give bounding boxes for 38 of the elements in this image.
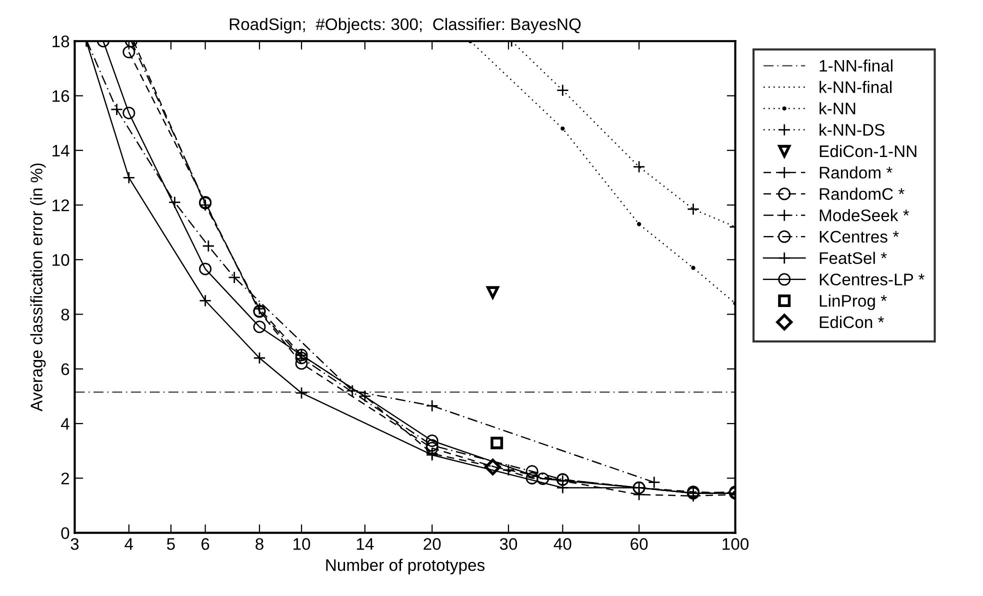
- y-tick-label: 0: [61, 527, 70, 540]
- x-tick-label: 10: [294, 538, 310, 550]
- legend-label: EdiCon-1-NN: [820, 144, 916, 158]
- x-tick-label: 30: [500, 538, 518, 550]
- x-tick-label: 3: [70, 538, 79, 550]
- legend-label: KCentres *: [820, 230, 899, 243]
- y-tick-label: 18: [52, 36, 70, 48]
- chart-title: RoadSign; #Objects: 300; Classifier: BayesNQ: [230, 18, 581, 34]
- legend-label: RandomC *: [820, 188, 904, 200]
- y-tick-label: 2: [61, 472, 70, 484]
- legend-label: EdiCon *: [820, 316, 884, 328]
- x-tick-label: 6: [201, 538, 210, 550]
- legend-label: LinProg *: [820, 294, 887, 310]
- x-tick-label: 60: [630, 538, 648, 550]
- legend-label: k-NN: [820, 102, 856, 114]
- legend-label: Random *: [820, 166, 892, 179]
- legend-label: k-NN-final: [820, 80, 892, 94]
- y-tick-label: 12: [52, 199, 70, 212]
- y-axis-title: Average classification error (in %): [30, 164, 46, 412]
- x-axis-title: Number of prototypes: [326, 558, 485, 574]
- x-tick-label: 14: [356, 538, 374, 550]
- legend-label: k-NN-DS: [820, 124, 884, 136]
- y-tick-label: 4: [60, 418, 70, 430]
- x-tick-label: 4: [124, 538, 134, 550]
- y-tick-label: 6: [61, 363, 70, 376]
- x-tick-label: 5: [166, 538, 175, 550]
- y-tick-label: 16: [52, 90, 70, 102]
- y-tick-label: 8: [61, 308, 70, 320]
- y-tick-label: 14: [52, 144, 70, 156]
- x-tick-label: 100: [722, 538, 749, 550]
- x-tick-label: 20: [424, 538, 441, 550]
- legend-label: ModeSeek *: [820, 209, 910, 222]
- legend-label: FeatSel *: [820, 252, 887, 264]
- legend-label: 1-NN-final: [820, 59, 892, 72]
- y-tick-label: 10: [52, 254, 70, 266]
- legend-label: KCentres-LP *: [820, 274, 924, 286]
- x-tick-label: 40: [554, 538, 572, 550]
- x-tick-label: 8: [256, 538, 264, 550]
